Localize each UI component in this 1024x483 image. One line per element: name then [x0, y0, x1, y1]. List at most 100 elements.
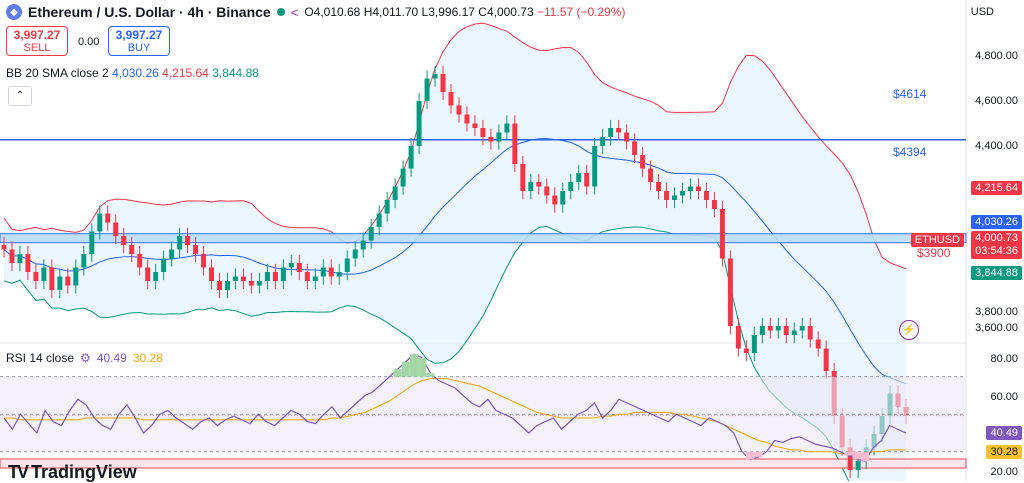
candle-body — [97, 213, 103, 232]
candle-body — [264, 272, 270, 281]
candle-body — [432, 74, 438, 79]
candle-body — [17, 254, 23, 263]
sell-button[interactable]: 3,997.27 SELL — [6, 26, 68, 56]
candle-body — [400, 168, 406, 187]
candle-body — [169, 249, 175, 259]
candle-body — [488, 137, 494, 142]
candle-body — [480, 128, 486, 137]
candle-body — [209, 267, 215, 281]
brand-name: TradingView — [31, 462, 137, 482]
collapse-legend-button[interactable]: ⌃ — [8, 86, 32, 106]
tradingview-logo: TV TradingView — [8, 462, 137, 483]
candle-body — [240, 276, 246, 281]
symbol-tag: ETHUSD — [910, 233, 964, 247]
price-tick: 4,400.00 — [975, 140, 1018, 152]
candle-body — [392, 186, 398, 200]
candle-body — [25, 254, 31, 272]
rsi-ma-tag: 30.28 — [986, 445, 1022, 459]
rsi-ma-line — [4, 378, 906, 455]
candle-body — [424, 78, 430, 101]
level-label-4394[interactable]: $4394 — [893, 145, 927, 159]
candle-body — [632, 141, 638, 155]
candle-body — [376, 213, 382, 227]
candle-body — [624, 132, 630, 142]
candle-body — [672, 195, 678, 200]
price-tick: 4,600.00 — [975, 95, 1018, 107]
bb-lower-tag: 3,844.88 — [971, 266, 1022, 280]
price-tick: 4,800.00 — [975, 50, 1018, 62]
candle-body — [344, 258, 350, 272]
candle-body — [280, 267, 286, 281]
bollinger-bands — [3, 22, 907, 481]
market-open-icon — [276, 8, 285, 16]
candle-body — [113, 222, 119, 236]
ohlc-values: O4,010.68 H4,011.70 L3,996.17 C4,000.73 … — [304, 5, 625, 19]
bb-upper-tag: 4,215.64 — [971, 181, 1022, 195]
candle-body — [145, 267, 151, 281]
candle-body — [727, 258, 733, 326]
rsi-tick: 80.00 — [990, 353, 1018, 365]
level-zone-3900 — [0, 458, 967, 469]
candles — [1, 65, 909, 479]
candle-body — [815, 339, 821, 349]
candle-body — [73, 267, 79, 286]
share-icon[interactable]: < — [290, 4, 299, 20]
level-label-3900[interactable]: $3900 — [917, 246, 951, 260]
lightning-icon[interactable]: ⚡ — [899, 320, 919, 340]
candle-body — [584, 173, 590, 187]
close-value: C4,000.73 — [478, 5, 534, 19]
rsi-settings-icon: ⚙ — [80, 351, 91, 365]
candle-body — [352, 249, 358, 259]
candle-body — [312, 276, 318, 281]
candle-body — [81, 254, 87, 268]
candle-body — [608, 128, 614, 137]
rsi-ma-value: 30.28 — [132, 351, 163, 365]
candle-body — [456, 105, 462, 115]
candle-body — [416, 101, 422, 146]
candle-body — [680, 191, 685, 196]
bar-countdown: 03:54:36 — [975, 245, 1018, 257]
rsi-legend-name: RSI 14 close — [6, 351, 75, 365]
candle-body — [121, 236, 127, 245]
open-value: O4,010.68 — [304, 5, 361, 19]
candle-body — [9, 249, 15, 263]
candle-body — [105, 213, 111, 223]
candle-body — [600, 137, 606, 146]
candle-body — [304, 272, 310, 281]
price-tick: 3,600.00 — [975, 322, 1018, 334]
bb-legend-name: BB 20 SMA close 2 — [6, 66, 109, 80]
bb-legend[interactable]: BB 20 SMA close 2 4,030.26 4,215.64 3,84… — [6, 66, 259, 80]
candle-body — [137, 254, 143, 268]
symbol-title[interactable]: Ethereum / U.S. Dollar · 4h · Binance — [28, 4, 271, 20]
candle-body — [320, 267, 326, 277]
bb-lower-value: 3,844.88 — [212, 66, 259, 80]
rsi-legend[interactable]: RSI 14 close ⚙ 40.49 30.28 — [6, 351, 163, 365]
candle-body — [807, 326, 813, 340]
buy-button[interactable]: 3,997.27 BUY — [108, 26, 170, 56]
candle-body — [616, 128, 622, 133]
candle-body — [89, 231, 95, 254]
level-zone-4394 — [0, 233, 967, 244]
candle-body — [336, 272, 342, 277]
candle-body — [791, 330, 797, 335]
currency-label[interactable]: USD — [970, 6, 994, 18]
candle-body — [153, 272, 159, 281]
candle-body — [1, 245, 7, 250]
bb-basis-tag: 4,030.26 — [971, 215, 1022, 229]
sell-label: SELL — [23, 42, 51, 54]
candle-body — [823, 348, 829, 371]
rsi-tick: 20.00 — [990, 466, 1018, 478]
candle-body — [504, 123, 510, 133]
candle-body — [648, 168, 654, 182]
candle-body — [288, 263, 294, 268]
candle-body — [799, 326, 805, 331]
candle-body — [512, 123, 518, 164]
tradingview-mark-icon: TV — [8, 462, 29, 482]
level-label-4614[interactable]: $4614 — [893, 87, 927, 101]
candle-body — [759, 326, 765, 335]
change-value: −11.57 (−0.29%) — [537, 5, 626, 19]
candle-body — [560, 191, 566, 205]
candle-body — [703, 191, 709, 200]
candle-body — [256, 281, 262, 286]
